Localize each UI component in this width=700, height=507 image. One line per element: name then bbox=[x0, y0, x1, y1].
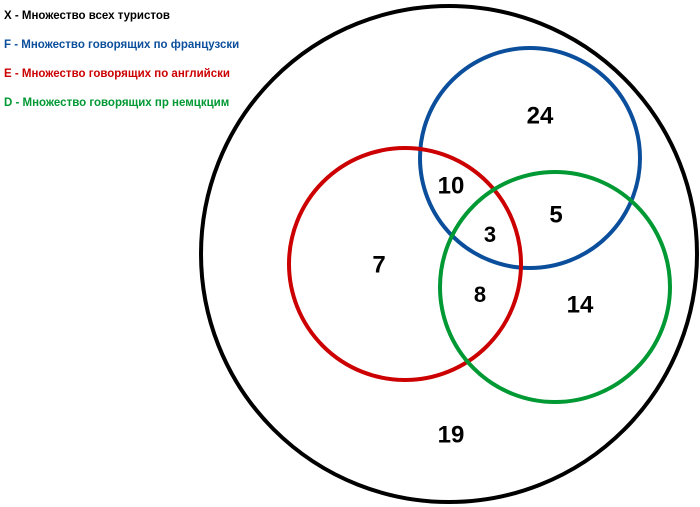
legend-item-d: D - Множество говорящих пр немцкцим bbox=[4, 97, 230, 109]
region-f-only: 24 bbox=[527, 102, 554, 129]
region-e-only: 7 bbox=[372, 251, 385, 278]
region-x-outside: 19 bbox=[438, 421, 465, 448]
region-f-e: 10 bbox=[438, 172, 465, 199]
circle-x-all-tourists bbox=[199, 4, 699, 504]
circle-d-german bbox=[438, 170, 672, 404]
legend-item-e: E - Множество говорящих по английски bbox=[4, 68, 230, 80]
legend-item-f: F - Множество говорящих по французски bbox=[4, 39, 240, 51]
circle-e-english bbox=[287, 146, 523, 382]
region-f-d: 5 bbox=[549, 201, 562, 228]
circle-f-french bbox=[418, 46, 642, 270]
region-d-only: 14 bbox=[567, 291, 594, 318]
region-f-e-d: 3 bbox=[484, 222, 496, 247]
region-e-d: 8 bbox=[474, 282, 486, 307]
legend: X - Множество всех туристов F - Множеств… bbox=[4, 8, 239, 124]
legend-item-x: X - Множество всех туристов bbox=[4, 10, 170, 22]
